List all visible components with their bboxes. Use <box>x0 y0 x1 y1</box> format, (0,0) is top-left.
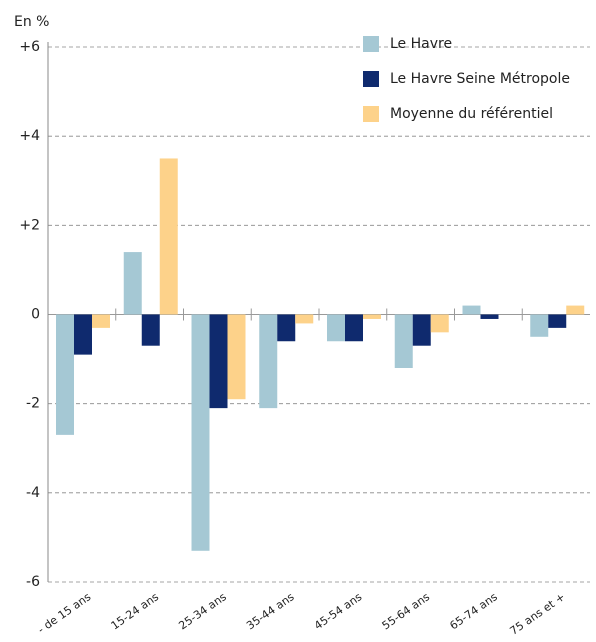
bar <box>123 252 142 315</box>
legend-swatch <box>363 106 379 122</box>
bar <box>159 158 178 315</box>
bar <box>56 314 74 435</box>
bar <box>259 314 278 409</box>
bar <box>74 314 92 355</box>
bar <box>394 314 413 368</box>
y-tick-label: +6 <box>19 39 40 55</box>
y-tick-label: -4 <box>26 485 40 501</box>
bar <box>412 314 431 346</box>
bar <box>92 314 110 328</box>
bar <box>462 305 481 315</box>
legend-label: Le Havre <box>390 36 452 52</box>
x-tick-label: 75 ans et + <box>507 590 567 637</box>
y-tick-label: +2 <box>19 217 40 233</box>
legend-swatch <box>363 36 379 52</box>
x-tick-label: 25-34 ans <box>176 590 229 632</box>
bar <box>141 314 160 346</box>
bar <box>480 314 499 319</box>
x-tick-label: 65-74 ans <box>447 590 500 632</box>
bar <box>191 314 210 551</box>
x-tick-label: 45-54 ans <box>312 590 365 632</box>
bar <box>227 314 246 400</box>
x-tick-label: 35-44 ans <box>244 590 297 632</box>
x-tick-label: - de 15 ans <box>35 590 93 636</box>
bar <box>277 314 296 342</box>
bar <box>363 314 381 319</box>
legend-label: Le Havre Seine Métropole <box>390 71 570 87</box>
legend-label: Moyenne du référentiel <box>390 106 553 122</box>
x-tick-label: 55-64 ans <box>380 590 433 632</box>
y-tick-label: -2 <box>26 396 40 412</box>
bar <box>295 314 314 324</box>
y-tick-label: +4 <box>19 128 40 144</box>
bar <box>345 314 363 342</box>
y-tick-label: 0 <box>31 307 40 323</box>
bar <box>209 314 228 409</box>
x-tick-label: 15-24 ans <box>109 590 162 632</box>
bar <box>548 314 567 328</box>
y-axis-label: En % <box>14 14 49 30</box>
bar <box>566 305 585 315</box>
legend-swatch <box>363 71 379 87</box>
bar <box>327 314 345 342</box>
bar <box>430 314 449 333</box>
y-tick-label: -6 <box>26 574 40 590</box>
bar <box>530 314 549 337</box>
